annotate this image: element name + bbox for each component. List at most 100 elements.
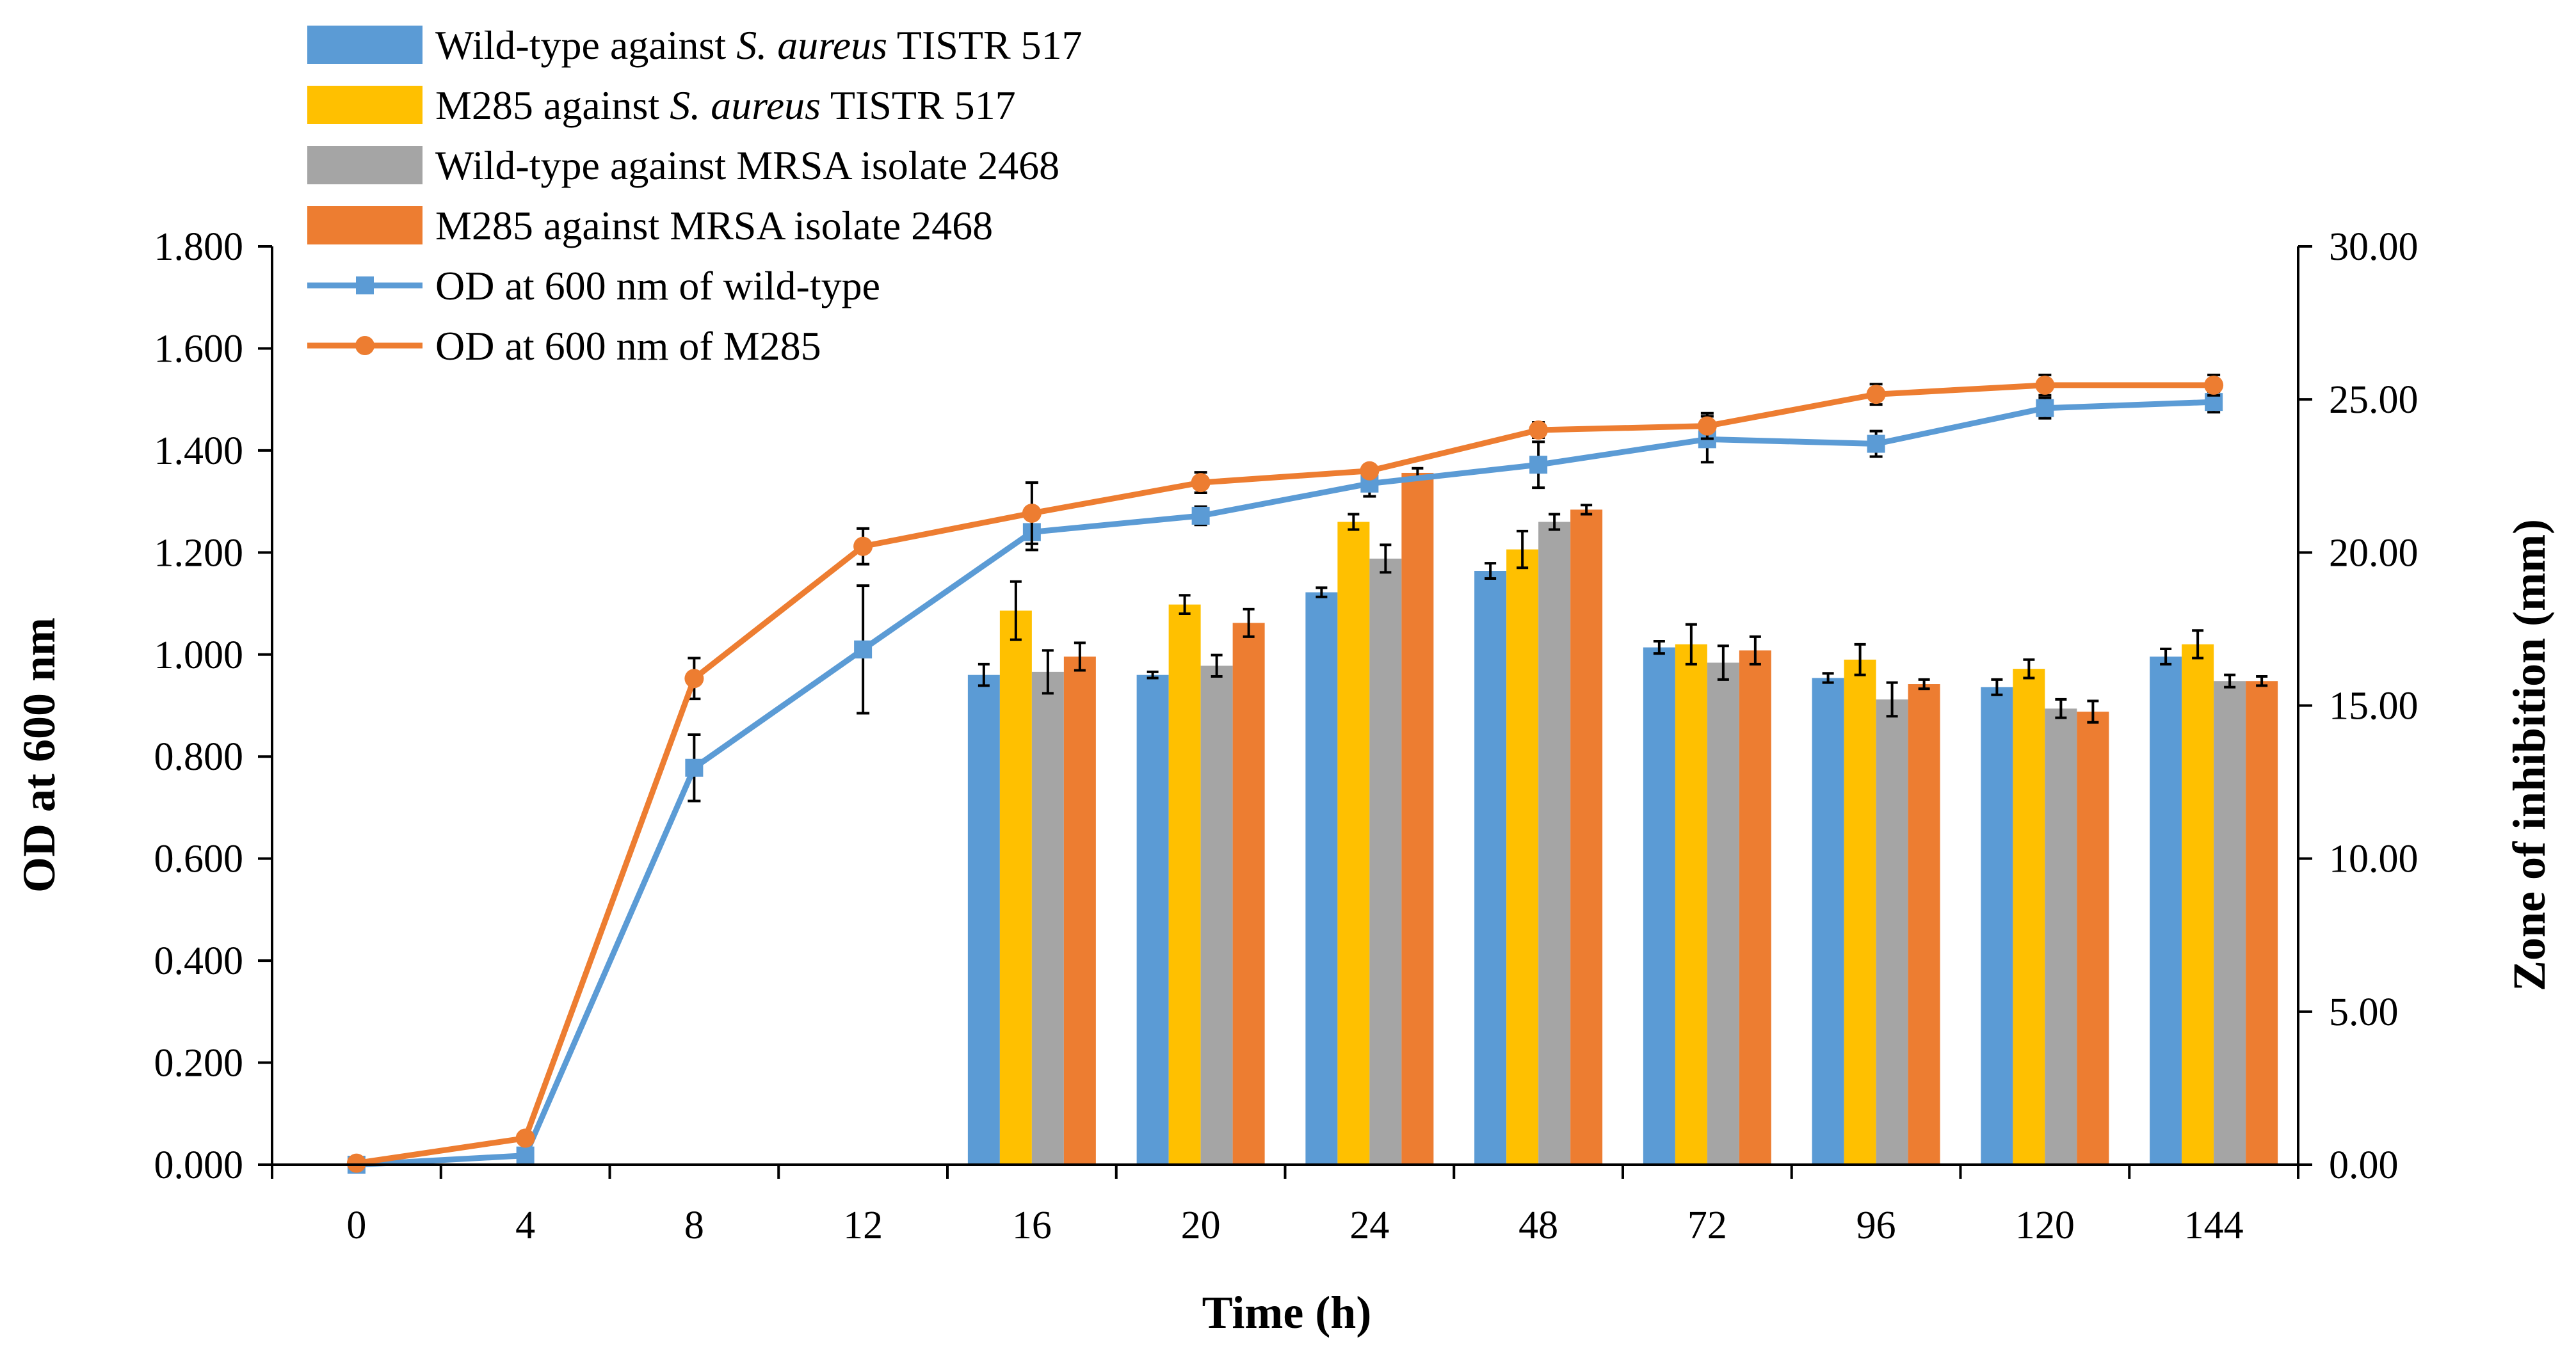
line-point-s1-24 [1360,461,1380,481]
bar-error-s1-16 [1010,580,1022,641]
y-tick-label: 1.600 [154,327,244,371]
bar-s0-16 [967,675,1000,1165]
legend-label-part: M285 against [435,83,670,128]
bar-s2-16 [1031,671,1064,1165]
line-point-s1-4 [515,1128,535,1148]
bar-error-s2-48 [1549,513,1561,531]
line-point-s0-96 [1867,435,1885,453]
line-point-s1-72 [1697,416,1717,436]
legend-label-line-0: OD at 600 nm of wild-type [435,263,880,308]
legend-label-part: TISTR 517 [887,22,1083,68]
bar-s1-144 [2182,644,2214,1165]
bar-error-s0-120 [1991,678,2003,696]
y2-tick-label: 20.00 [2329,531,2419,575]
bar-s0-20 [1136,675,1169,1165]
x-tick-label-4: 4 [515,1204,535,1247]
lines-layer [346,373,2224,1174]
legend-label-bar-0: Wild-type against S. aureus TISTR 517 [435,22,1083,68]
y-tick-label: 1.000 [154,634,244,677]
bar-error-s2-16 [1042,649,1054,695]
bar-error-s0-96 [1822,672,1834,684]
line-point-s0-20 [1191,506,1210,525]
y2-tick-label: 30.00 [2329,225,2419,269]
legend-marker-square [356,276,374,294]
legend-label-part: S. aureus [736,22,887,68]
bar-s3-96 [1908,684,1940,1165]
x-tick-label-24: 24 [1349,1204,1389,1247]
legend-swatch-bar-0 [307,26,423,64]
bar-error-s0-72 [1653,640,1665,655]
bar-error-s0-48 [1485,562,1497,580]
bar-s1-24 [1337,522,1370,1165]
bar-s1-20 [1168,604,1201,1165]
line-point-s1-16 [1022,503,1042,523]
bar-s0-120 [1981,687,2013,1165]
y2-tick-label: 0.00 [2329,1144,2399,1187]
y2-tick-label: 10.00 [2329,838,2419,881]
bar-s1-96 [1844,659,1876,1165]
bar-error-s3-144 [2256,675,2268,687]
bar-error-s2-144 [2224,673,2236,689]
y2-tick-label: 25.00 [2329,378,2419,422]
legend-swatch-bar-2 [307,146,423,184]
legend-marker-circle [355,336,374,355]
bar-s1-16 [999,611,1032,1165]
bar-error-s1-20 [1179,594,1191,615]
line-point-s0-120 [2036,399,2054,417]
line-point-s1-0 [346,1153,366,1173]
bar-error-s0-16 [978,662,990,687]
bar-error-s3-96 [1918,678,1930,690]
bar-error-s0-24 [1316,586,1328,598]
bar-s2-48 [1538,522,1571,1165]
bar-s1-48 [1506,549,1539,1165]
x-axis-title: Time (h) [1202,1287,1372,1338]
y-tick-label: 0.200 [154,1042,244,1085]
legend: Wild-type against S. aureus TISTR 517 M28… [307,22,1083,369]
y-tick-label: 1.200 [154,531,244,575]
line-point-s0-4 [516,1146,535,1165]
legend-swatch-bar-3 [307,206,423,244]
bar-s3-20 [1232,623,1265,1165]
bar-s3-144 [2246,681,2278,1165]
line-point-s1-20 [1191,473,1211,493]
bar-error-s3-72 [1749,635,1761,666]
x-tick-label-0: 0 [346,1204,366,1247]
bar-error-s3-20 [1243,607,1255,638]
bar-s3-72 [1739,650,1771,1165]
line-point-s1-12 [853,536,873,556]
legend-label-part: S. aureus [670,83,821,128]
bar-s0-48 [1474,571,1507,1165]
bar-s2-20 [1200,666,1233,1165]
bar-s2-24 [1369,558,1402,1165]
bar-error-s1-24 [1348,513,1360,531]
y2-tick-label: 5.00 [2329,991,2399,1034]
x-tick-label-120: 120 [2015,1204,2075,1247]
legend-label-part: TISTR 517 [821,83,1016,128]
line-point-s1-8 [684,669,704,689]
bar-s2-144 [2214,681,2246,1165]
x-tick-label-48: 48 [1518,1204,1558,1247]
legend-label-part: Wild-type against [435,22,736,68]
bar-s1-120 [2013,669,2045,1165]
x-tick-label-8: 8 [684,1204,704,1247]
line-point-s0-12 [854,640,873,659]
bar-error-s1-96 [1854,643,1866,676]
axes-layer: 0 4 8 12 16 20 24 48 72 96 120 1440.0000.2000.4000.… [154,225,2419,1247]
y2-tick-label: 15.00 [2329,685,2419,728]
y-tick-label: 0.000 [154,1144,244,1187]
bar-s0-144 [2150,656,2182,1165]
bar-error-s3-16 [1074,641,1086,672]
x-tick-label-12: 12 [843,1204,883,1247]
bar-error-s1-72 [1685,623,1697,666]
line-point-s1-120 [2035,375,2055,395]
bar-s3-24 [1401,472,1434,1165]
line-point-s0-48 [1529,456,1548,474]
bar-error-s3-48 [1581,504,1593,516]
y-tick-label: 0.600 [154,838,244,881]
bar-error-s2-20 [1211,653,1223,678]
line-point-s1-144 [2204,375,2224,395]
y-tick-label: 0.400 [154,939,244,983]
legend-label-bar-3: M285 against MRSA isolate 2468 [435,203,993,248]
line-point-s1-48 [1529,420,1549,440]
